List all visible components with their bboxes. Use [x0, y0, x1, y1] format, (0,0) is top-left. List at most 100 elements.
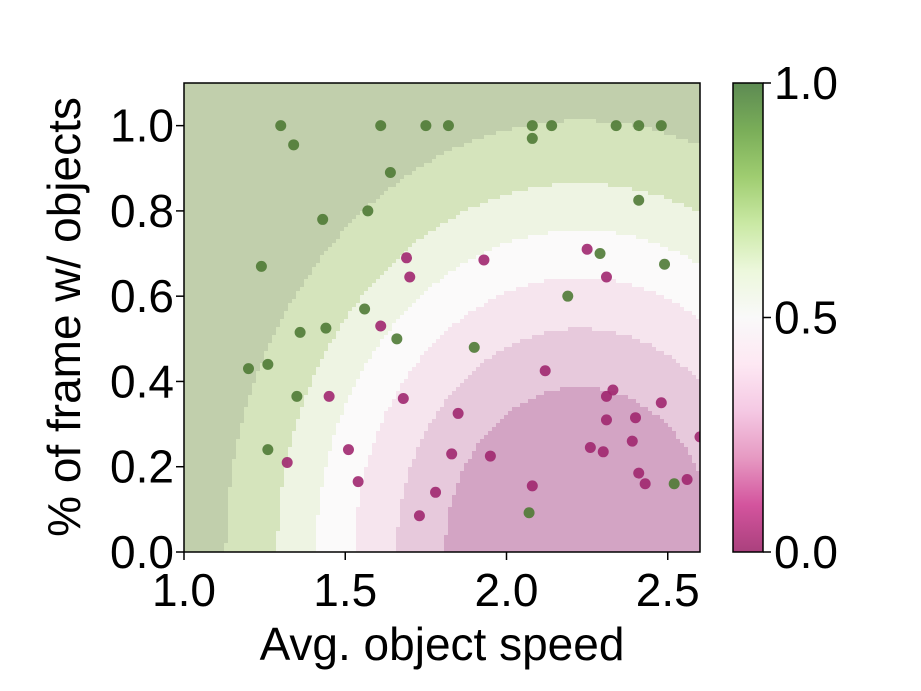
contour-cell [184, 275, 309, 280]
contour-cell [280, 495, 321, 500]
contour-cell [392, 399, 445, 404]
contour-cell [300, 411, 345, 416]
data-point [320, 322, 332, 334]
contour-cell [308, 387, 353, 392]
contour-cell [528, 399, 637, 404]
contour-cell [480, 439, 681, 444]
contour-cell [356, 547, 397, 552]
contour-cell [560, 387, 601, 392]
contour-cell [368, 455, 417, 460]
contour-cell [568, 327, 593, 332]
contour-cell [396, 535, 445, 540]
contour-cell [184, 343, 269, 348]
contour-cell [252, 383, 313, 388]
contour-cell [184, 315, 285, 320]
contour-cell [240, 427, 297, 432]
contour-cell [460, 211, 700, 216]
contour-cell [668, 423, 700, 428]
data-point [468, 341, 480, 353]
data-point [526, 132, 538, 144]
contour-cell [656, 347, 700, 352]
contour-cell [288, 307, 353, 312]
contour-cell [400, 315, 465, 320]
y-tick-label: 1.0 [110, 100, 174, 152]
contour-cell [392, 403, 445, 408]
contour-cell [184, 163, 425, 168]
contour-cell [400, 519, 449, 524]
contour-cell [356, 519, 401, 524]
contour-cell [428, 231, 549, 236]
contour-cell [184, 467, 233, 472]
contour-cell [632, 187, 700, 192]
contour-cell [280, 523, 317, 528]
contour-cell [416, 299, 489, 304]
contour-cell [228, 519, 281, 524]
contour-cell [692, 371, 700, 376]
contour-cell [440, 407, 513, 412]
contour-cell [456, 215, 700, 220]
contour-cell [320, 363, 365, 368]
contour-cell [460, 263, 700, 268]
contour-cell [408, 247, 493, 252]
contour-cell [696, 467, 700, 472]
contour-cell [324, 471, 365, 476]
contour-cell [228, 531, 277, 536]
data-point [600, 414, 612, 426]
contour-cell [184, 247, 329, 252]
contour-cell [260, 367, 317, 372]
contour-cell [684, 443, 700, 448]
contour-cell [504, 415, 661, 420]
contour-cell [276, 531, 317, 536]
contour-cell [404, 487, 457, 492]
data-point [681, 474, 693, 486]
contour-cell [372, 443, 421, 448]
contour-cell [184, 495, 229, 500]
contour-cell [292, 431, 337, 436]
contour-cell [488, 199, 673, 204]
contour-cell [280, 319, 345, 324]
contour-cell [680, 251, 700, 256]
contour-cell [552, 183, 609, 188]
contour-cell [304, 403, 345, 408]
contour-cell [336, 423, 381, 428]
contour-cell [504, 347, 657, 352]
contour-cell [184, 295, 297, 300]
contour-cell [364, 467, 409, 472]
contour-cell [356, 535, 397, 540]
contour-cell [680, 303, 700, 308]
y-tick-label: 0.8 [110, 185, 174, 237]
data-point [600, 390, 612, 402]
contour-cell [352, 391, 397, 396]
contour-cell [280, 519, 317, 524]
contour-cell [184, 451, 237, 456]
contour-cell [316, 371, 361, 376]
contour-cell [512, 407, 649, 412]
colorbar-gradient [733, 83, 763, 552]
contour-cell [396, 319, 461, 324]
contour-cell [184, 447, 237, 452]
contour-cell [184, 515, 229, 520]
contour-cell [664, 419, 700, 424]
contour-cell [444, 275, 700, 280]
contour-cell [500, 195, 665, 200]
contour-cell [544, 391, 617, 396]
data-point [404, 271, 416, 283]
contour-cell [428, 347, 505, 352]
contour-cell [488, 431, 677, 436]
contour-cell [356, 215, 457, 220]
contour-cell [676, 431, 700, 436]
x-axis-title: Avg. object speed [260, 618, 625, 670]
colorbar-tick-label: 0.0 [774, 526, 838, 578]
contour-cell [448, 519, 700, 524]
contour-cell [468, 311, 693, 316]
contour-cell [184, 367, 261, 372]
contour-cell [240, 423, 297, 428]
contour-cell [228, 499, 281, 504]
data-point [584, 442, 596, 454]
contour-cell [284, 467, 325, 472]
contour-cell [284, 311, 349, 316]
contour-cell [320, 511, 357, 516]
contour-cell [280, 527, 317, 532]
contour-cell [320, 499, 361, 504]
contour-cell [316, 531, 357, 536]
